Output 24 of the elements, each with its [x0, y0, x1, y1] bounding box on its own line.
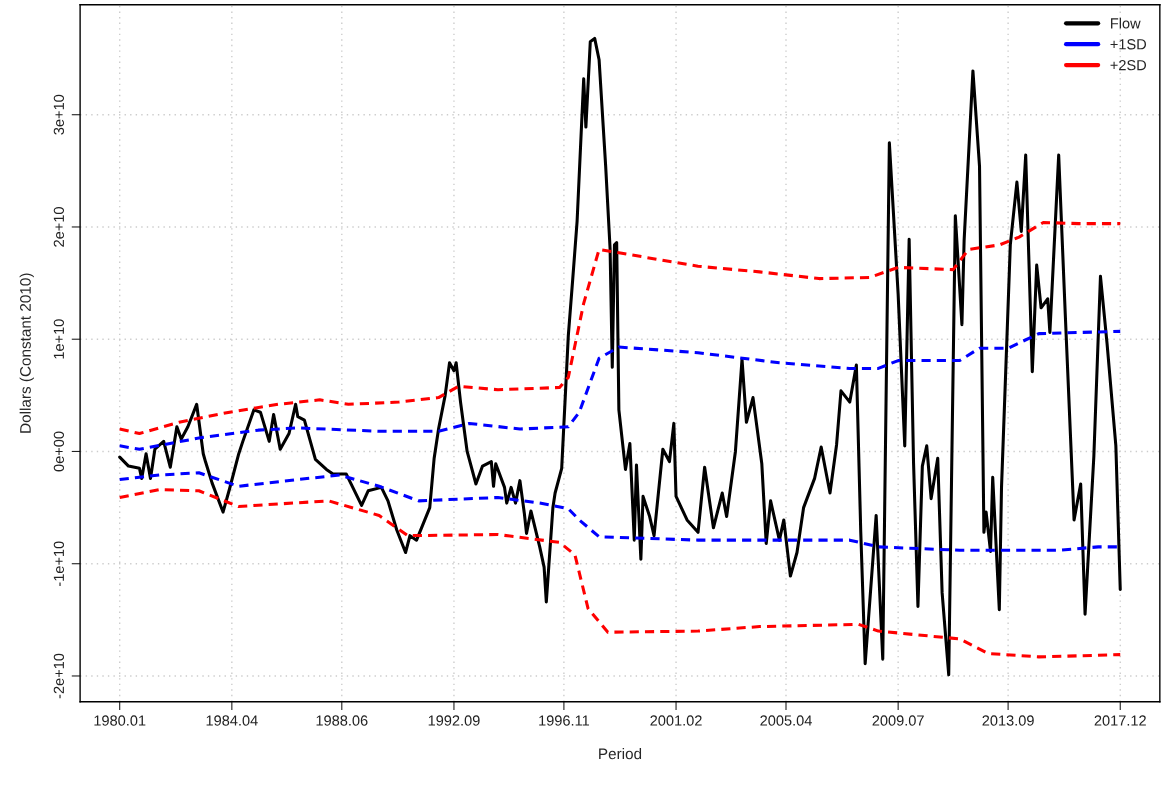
x-axis-title: Period: [599, 748, 642, 760]
y-tick-label: -1e+10: [53, 541, 65, 586]
x-tick-label: 1992.09: [428, 715, 480, 726]
x-tick-label: 2009.07: [872, 715, 924, 726]
line-series: [118, 220, 1122, 436]
x-tick-label: 2001.02: [650, 715, 702, 726]
y-tick-label: -2e+10: [53, 653, 65, 699]
y-tick-label: 2e+10: [53, 207, 65, 247]
legend-label: +1SD: [1110, 39, 1147, 50]
legend-label: +2SD: [1110, 59, 1147, 71]
x-tick-label: 1984.04: [206, 715, 258, 726]
y-tick-label: 3e+10: [53, 94, 65, 135]
x-tick-label: 1996.11: [539, 715, 590, 726]
y-tick-label: 1e+10: [53, 319, 65, 359]
x-tick-label: 1988.06: [316, 715, 368, 726]
line-series: [118, 488, 1122, 659]
x-tick-label: 1980.01: [94, 715, 146, 726]
x-tick-label: 2013.09: [982, 715, 1034, 726]
legend-label: Flow: [1111, 17, 1141, 29]
line-series: [118, 329, 1122, 451]
y-tick-label: 0e+00: [53, 431, 65, 472]
x-tick-label: 2005.04: [760, 715, 812, 726]
x-tick-label: 2017.12: [1094, 715, 1146, 726]
y-axis-title: Dollars (Constant 2010): [19, 273, 34, 433]
